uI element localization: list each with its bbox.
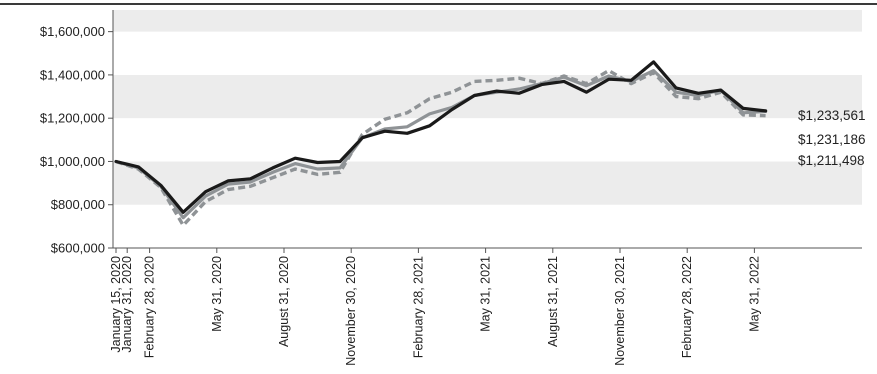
x-tick-label: May 31, 2020 bbox=[210, 256, 224, 332]
y-tick-label: $1,400,000 bbox=[40, 67, 105, 82]
y-tick-label: $1,200,000 bbox=[40, 111, 105, 126]
end-value-labels: $1,233,561 $1,231,186 $1,211,498 bbox=[798, 108, 866, 168]
x-tick-label: January 31, 2020 bbox=[120, 256, 134, 353]
series-line-black bbox=[114, 60, 768, 214]
x-tick-label: January 15, 2020 bbox=[109, 256, 123, 353]
x-tick-label: November 30, 2021 bbox=[613, 256, 627, 366]
grid-band bbox=[113, 10, 862, 32]
series-line-gray bbox=[114, 68, 768, 220]
x-tick-label: May 31, 2021 bbox=[479, 256, 493, 332]
y-tick-label: $600,000 bbox=[51, 241, 105, 256]
series-lines bbox=[114, 60, 768, 228]
end-value-label: $1,233,561 bbox=[798, 108, 866, 123]
chart-background-bands bbox=[113, 10, 862, 248]
x-tick-label: February 28, 2021 bbox=[411, 256, 425, 358]
x-tick-label: August 31, 2020 bbox=[277, 256, 291, 347]
y-tick-label: $1,600,000 bbox=[40, 24, 105, 39]
grid-band bbox=[113, 118, 862, 162]
y-tick-label: $1,000,000 bbox=[40, 154, 105, 169]
x-tick-label: May 31, 2022 bbox=[747, 256, 761, 332]
y-axis-ticks: $600,000 $800,000 $1,000,000 $1,200,000 $1,4… bbox=[40, 24, 113, 256]
end-value-label: $1,231,186 bbox=[798, 132, 866, 147]
x-tick-label: November 30, 2020 bbox=[344, 256, 358, 366]
end-value-label: $1,211,498 bbox=[798, 153, 865, 168]
y-tick-label: $800,000 bbox=[51, 197, 105, 212]
x-tick-label: February 28, 2020 bbox=[143, 256, 157, 358]
grid-band bbox=[113, 31, 862, 75]
grid-band bbox=[113, 204, 862, 248]
x-tick-label: August 31, 2021 bbox=[546, 256, 560, 347]
x-tick-label: February 28, 2022 bbox=[680, 256, 694, 358]
